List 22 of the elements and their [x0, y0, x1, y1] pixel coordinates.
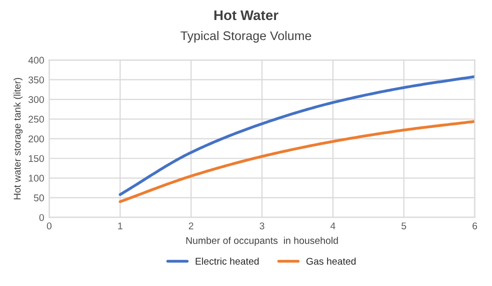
x-tick-label: 4: [330, 222, 336, 230]
y-tick-label: 50: [34, 194, 44, 202]
legend-label: Gas heated: [306, 258, 356, 265]
x-tick-label: 2: [188, 222, 194, 230]
chart-title: Hot Water: [214, 10, 278, 20]
x-tick-label: 6: [472, 222, 478, 230]
x-tick-label: 1: [118, 222, 122, 230]
y-tick-label: 350: [28, 76, 44, 84]
x-tick-label: 5: [402, 222, 406, 230]
x-tick-label: 0: [46, 222, 52, 230]
legend-label: Electric heated: [196, 258, 259, 265]
y-tick-label: 0: [39, 214, 44, 221]
y-axis-title: Hot water storage tank (liter): [14, 78, 23, 200]
y-tick-label: 250: [28, 116, 44, 123]
x-axis-title: Number of occupants in household: [186, 236, 338, 246]
chart-subtitle: Typical Storage Volume: [180, 30, 312, 43]
y-tick-label: 150: [28, 155, 44, 162]
x-tick-label: 3: [260, 222, 264, 230]
y-tick-label: 100: [28, 174, 44, 182]
y-tick-label: 400: [28, 56, 44, 64]
y-tick-label: 300: [28, 96, 44, 104]
y-tick-label: 200: [28, 135, 44, 142]
